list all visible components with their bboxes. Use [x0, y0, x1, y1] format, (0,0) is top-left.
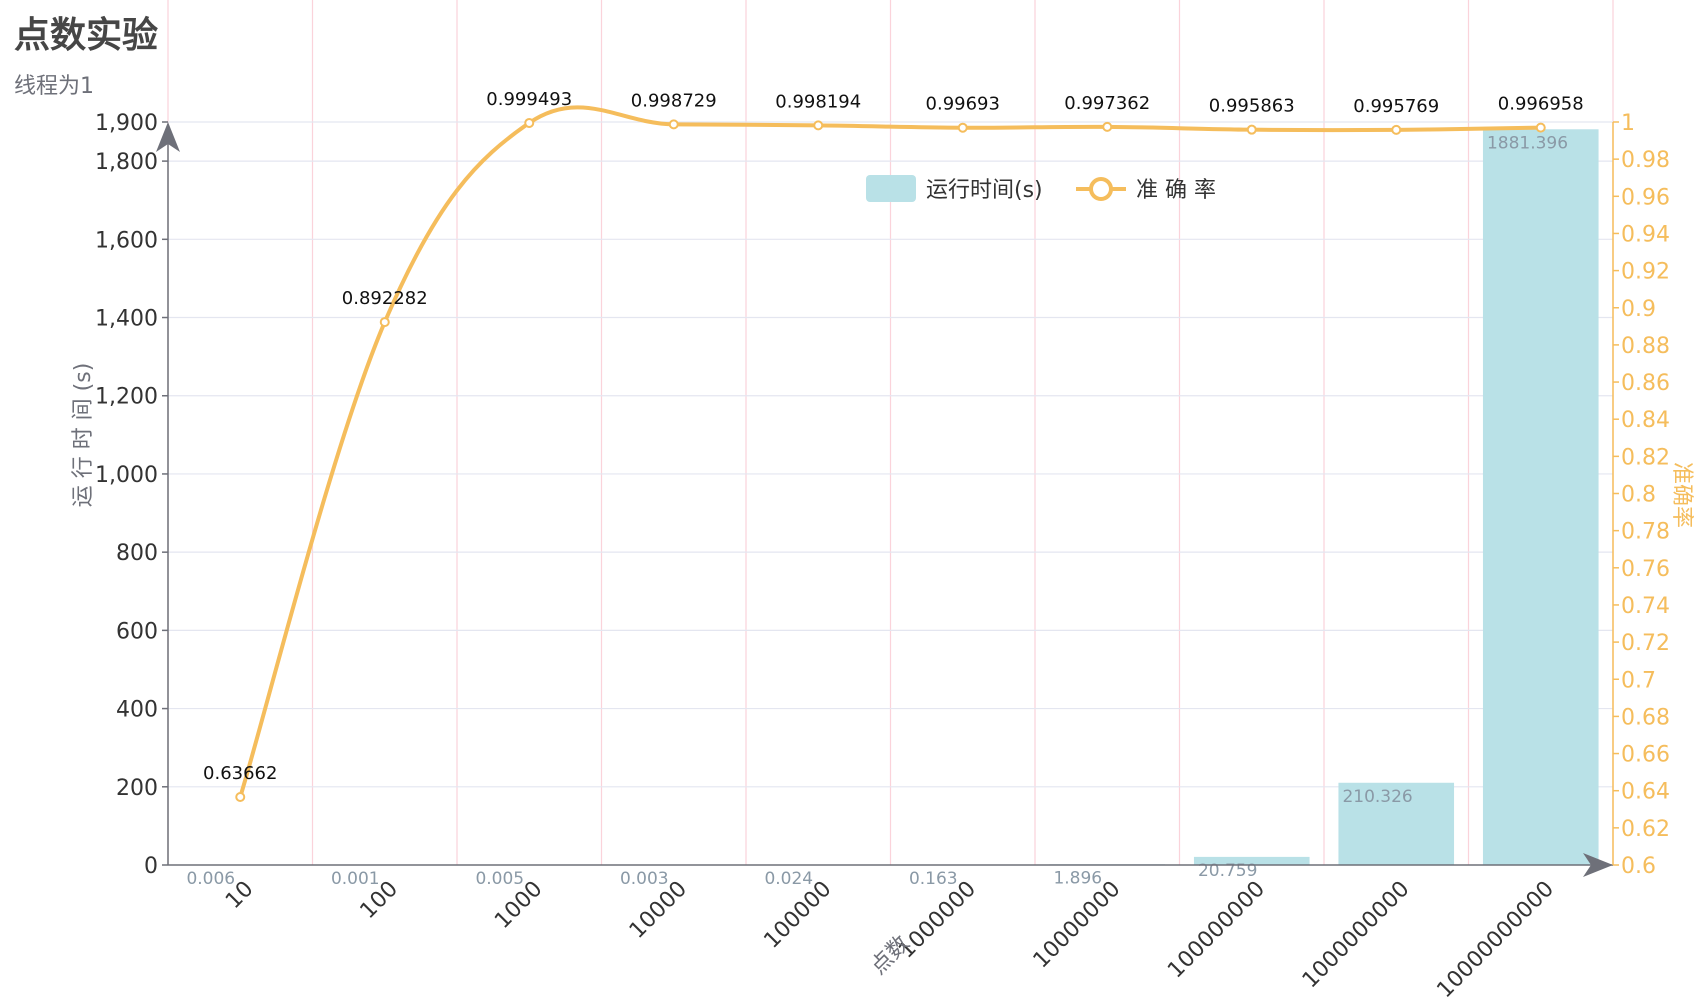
- x-tick-label: 10000000: [1029, 877, 1126, 974]
- bar-label: 0.163: [909, 869, 958, 889]
- left-axis-arrow: [156, 122, 180, 152]
- line-label: 0.995863: [1209, 96, 1295, 117]
- left-tick-label: 1,600: [95, 228, 158, 253]
- line-label: 0.99693: [926, 94, 1000, 115]
- axes: [156, 122, 1614, 877]
- line-point: [1246, 124, 1257, 135]
- right-tick-label: 0.72: [1621, 631, 1670, 656]
- line-label: 0.997362: [1064, 93, 1150, 114]
- line-label: 0.63662: [203, 763, 277, 784]
- bar-label: 0.005: [475, 869, 524, 889]
- line-labels: 0.63662 0.892282 0.999493 0.998729 0.998194 0…: [203, 89, 1584, 784]
- horizontal-gridlines: [168, 121, 1613, 788]
- right-tick-label: 0.78: [1621, 520, 1670, 545]
- right-tick-label: 0.86: [1621, 371, 1670, 396]
- left-tick-label: 0: [144, 854, 158, 879]
- line-series: [235, 105, 1546, 802]
- bar-labels: 0.006 0.001 0.005 0.003 0.024 0.163 1.896 20.75…: [186, 133, 1568, 889]
- right-tick-label: 0.9: [1621, 297, 1656, 322]
- right-tick-label: 0.66: [1621, 743, 1670, 768]
- left-tick-label: 1,900: [95, 111, 158, 136]
- line-point: [1535, 122, 1546, 133]
- line-label: 0.999493: [486, 89, 572, 110]
- line-point: [957, 122, 968, 133]
- bar-label: 210.326: [1342, 787, 1412, 807]
- line-label: 0.998729: [631, 90, 717, 111]
- bar: [1482, 129, 1599, 865]
- right-tick-label: 0.96: [1621, 185, 1670, 210]
- x-tick-label: 10000000000: [1432, 877, 1559, 1003]
- bar-label: 1881.396: [1487, 133, 1568, 153]
- line-label: 0.996958: [1498, 94, 1584, 115]
- left-tick-label: 800: [116, 541, 158, 566]
- line-point: [1391, 124, 1402, 135]
- right-tick-label: 0.68: [1621, 705, 1670, 730]
- bar-label: 0.006: [186, 869, 235, 889]
- right-tick-label: 0.8: [1621, 483, 1656, 508]
- bar-label: 20.759: [1198, 861, 1257, 881]
- left-tick-label: 400: [116, 698, 158, 723]
- right-axis-label: 准确率: [1669, 462, 1694, 528]
- left-tick-label: 1,800: [95, 150, 158, 175]
- right-tick-label: 0.76: [1621, 557, 1670, 582]
- right-tick-label: 0.62: [1621, 817, 1670, 842]
- right-tick-label: 0.84: [1621, 408, 1670, 433]
- legend-line-marker[interactable]: [1089, 177, 1113, 201]
- line-point: [1102, 121, 1113, 132]
- legend-line-label[interactable]: 准 确 率: [1136, 178, 1216, 203]
- legend-bar-swatch[interactable]: [866, 175, 916, 202]
- line-point: [379, 317, 390, 328]
- line-label: 0.995769: [1353, 96, 1439, 117]
- left-tick-label: 1,200: [95, 385, 158, 410]
- right-tick-label: 0.74: [1621, 594, 1670, 619]
- line-point: [668, 119, 679, 130]
- bar-label: 0.001: [331, 869, 380, 889]
- left-tick-label: 600: [116, 619, 158, 644]
- chart-title: 点数实验: [14, 15, 159, 56]
- legend-bar-label[interactable]: 运行时间(s): [926, 178, 1043, 203]
- chart-subtitle: 线程为1: [14, 74, 94, 99]
- left-tick-label: 200: [116, 776, 158, 801]
- right-tick-label: 0.6: [1621, 854, 1656, 879]
- right-axis-ticks: 0.6 0.62 0.64 0.66 0.68 0.7 0.72 0.74 0.76 0.78 0.…: [1613, 111, 1670, 879]
- line-point: [235, 791, 246, 802]
- line-label: 0.892282: [342, 288, 428, 309]
- legend[interactable]: 运行时间(s) 准 确 率: [866, 175, 1216, 203]
- left-tick-label: 1,400: [95, 307, 158, 332]
- bar: [1338, 782, 1455, 865]
- bar-series: [182, 129, 1599, 865]
- bar-label: 1.896: [1053, 868, 1102, 888]
- right-tick-label: 0.64: [1621, 780, 1670, 805]
- line-point: [524, 117, 535, 128]
- x-axis-arrow: [1583, 853, 1613, 877]
- right-tick-label: 1: [1621, 111, 1635, 136]
- bar: [1193, 856, 1310, 865]
- x-tick-label: 100000000: [1163, 877, 1270, 984]
- left-axis-label: 运 行 时 间 (s): [71, 363, 96, 508]
- left-axis-ticks: 0 200 400 600 800 1,000 1,200 1,400 1,600 1,800 1,…: [95, 111, 168, 879]
- x-tick-label: 1000000000: [1298, 877, 1415, 994]
- right-tick-label: 0.82: [1621, 445, 1670, 470]
- right-tick-label: 0.88: [1621, 334, 1670, 359]
- bar-label: 0.003: [620, 869, 669, 889]
- right-tick-label: 0.7: [1621, 668, 1656, 693]
- line-point: [813, 120, 824, 131]
- right-tick-label: 0.98: [1621, 148, 1670, 173]
- bar-label: 0.024: [764, 869, 813, 889]
- right-tick-label: 0.92: [1621, 260, 1670, 285]
- line-label: 0.998194: [775, 91, 861, 112]
- right-tick-label: 0.94: [1621, 222, 1670, 247]
- left-tick-label: 1,000: [95, 463, 158, 488]
